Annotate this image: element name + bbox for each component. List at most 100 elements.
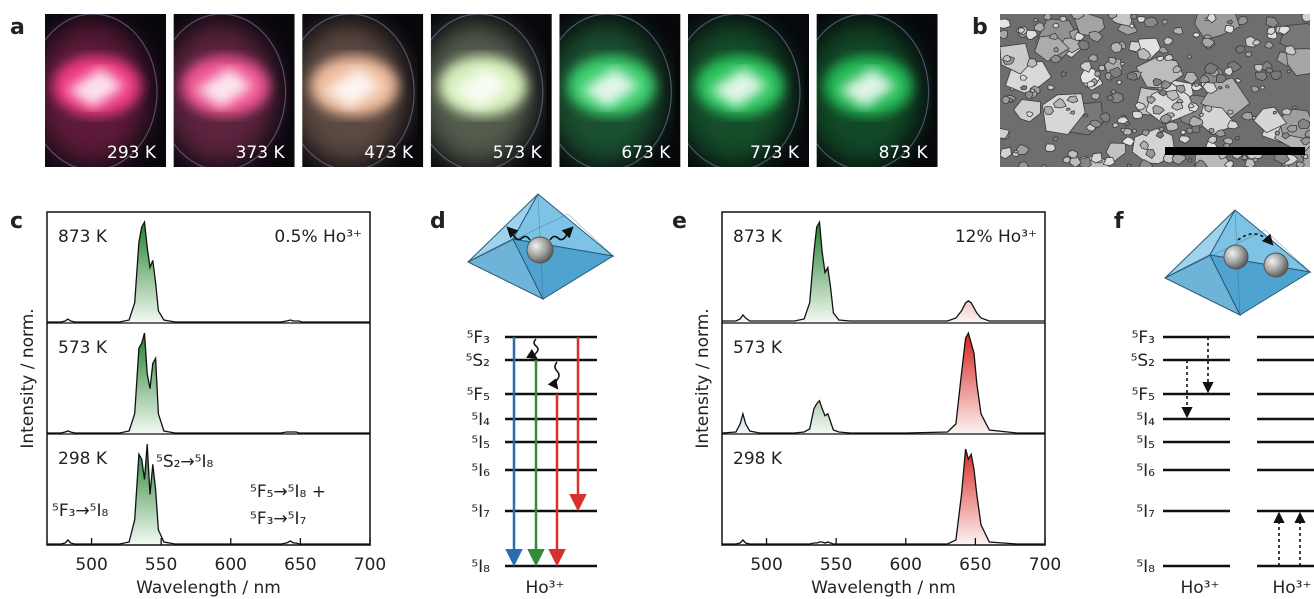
- particle: [1183, 71, 1199, 85]
- level-label: ⁵F₅: [467, 385, 490, 405]
- particle: [1059, 15, 1068, 23]
- transition-label: ⁵F₅→⁵I₈ +: [250, 482, 326, 502]
- octahedron-edge: [467, 213, 614, 263]
- particle: [1116, 80, 1123, 85]
- level-label: ⁵F₅: [1132, 385, 1155, 405]
- level-label: ⁵F₃: [1132, 328, 1155, 348]
- window-rim: [430, 14, 544, 167]
- x-tick-label: 500: [750, 555, 782, 575]
- particle: [1227, 120, 1240, 130]
- scale-bar: [1165, 147, 1305, 155]
- particle: [1098, 64, 1106, 71]
- particle: [1165, 121, 1179, 132]
- particle: [1109, 75, 1115, 80]
- photo-label: 573 K: [493, 143, 543, 163]
- particle: [1266, 26, 1276, 36]
- x-axis-label: Wavelength / nm: [136, 578, 281, 598]
- particle: [1000, 146, 1012, 160]
- particle: [1224, 84, 1230, 89]
- particle: [1235, 78, 1242, 83]
- particle: [1018, 27, 1026, 34]
- particle: [1297, 118, 1310, 129]
- particle: [1139, 140, 1149, 151]
- panel-label: c: [10, 209, 23, 234]
- annotation: 12% Ho³⁺: [955, 227, 1037, 247]
- photo: 293 K: [45, 14, 166, 167]
- series-label: 298 K: [58, 449, 108, 469]
- particle: [1146, 96, 1157, 105]
- particle: [1157, 89, 1168, 97]
- particle: [1237, 15, 1249, 25]
- particle: [1129, 14, 1138, 20]
- spectrum-line: [47, 444, 370, 545]
- particle: [1000, 18, 1011, 29]
- particle: [1026, 58, 1038, 69]
- particle: [1234, 45, 1246, 54]
- particle: [1227, 109, 1234, 115]
- x-tick-label: 500: [75, 555, 107, 575]
- level-label: ⁵S₂: [1131, 351, 1155, 371]
- particle: [1217, 86, 1223, 90]
- energy-diagram: ⁵F₃ ⁵S₂ ⁵F₅ ⁵I₄ ⁵I₅ ⁵I₆ ⁵I₇ ⁵I₈ Ho³⁺: [466, 328, 597, 598]
- crystal: [1163, 209, 1312, 317]
- particle: [1286, 124, 1298, 133]
- particle: [1043, 106, 1054, 115]
- particle: [1155, 131, 1165, 139]
- particle: [1292, 105, 1297, 110]
- window-rim: [559, 14, 672, 167]
- particle: [1284, 45, 1297, 56]
- particle: [1108, 14, 1118, 20]
- particle: [1048, 32, 1059, 41]
- energy-arrow: [506, 226, 531, 241]
- window-rim: [302, 14, 415, 167]
- particle: [1053, 47, 1059, 53]
- particle: [1089, 119, 1102, 128]
- photo: 873 K: [816, 14, 938, 167]
- particle: [1060, 71, 1067, 78]
- particle: [1123, 127, 1133, 136]
- particle: [1186, 127, 1194, 135]
- particle: [1194, 159, 1208, 167]
- axes-box: [46, 211, 371, 546]
- x-tick-label: 650: [284, 555, 316, 575]
- photo-label: 473 K: [364, 143, 414, 163]
- particle: [1126, 163, 1132, 167]
- particle: [1126, 71, 1138, 81]
- particle: [1026, 111, 1034, 118]
- particle: [1280, 107, 1292, 116]
- particle: [1223, 66, 1234, 77]
- particle: [1216, 73, 1227, 84]
- x-axis-label: Wavelength / nm: [811, 578, 956, 598]
- particle: [1119, 61, 1125, 66]
- particle: [1302, 154, 1309, 160]
- particle: [1164, 53, 1174, 62]
- photo-label: 873 K: [879, 143, 929, 163]
- particle: [1206, 14, 1217, 24]
- transition-label: ⁵F₃→⁵I₇: [250, 509, 306, 529]
- particle: [1240, 111, 1254, 121]
- particle: [1065, 107, 1071, 111]
- particle: [1043, 14, 1052, 21]
- particle: [1193, 82, 1200, 87]
- particle: [1044, 143, 1057, 152]
- particle: [1052, 136, 1059, 142]
- particle: [1208, 128, 1215, 134]
- particle: [1129, 23, 1136, 29]
- particle: [1152, 77, 1163, 87]
- panel-label: e: [672, 209, 687, 234]
- particle: [1137, 47, 1152, 61]
- level-label: ⁵I₈: [1136, 557, 1155, 577]
- particle: [1192, 32, 1201, 38]
- particle: [1001, 54, 1012, 62]
- level-label: ⁵I₆: [471, 461, 490, 481]
- level-label: ⁵I₅: [1136, 433, 1155, 453]
- window-rim: [688, 14, 801, 167]
- x-tick-label: 700: [354, 555, 386, 575]
- particle: [1079, 61, 1092, 73]
- particle: [1300, 137, 1310, 146]
- series-label: 298 K: [733, 449, 783, 469]
- particle: [1234, 135, 1240, 141]
- particle: [1187, 158, 1193, 163]
- particle: [1086, 80, 1096, 88]
- particle: [1252, 106, 1288, 134]
